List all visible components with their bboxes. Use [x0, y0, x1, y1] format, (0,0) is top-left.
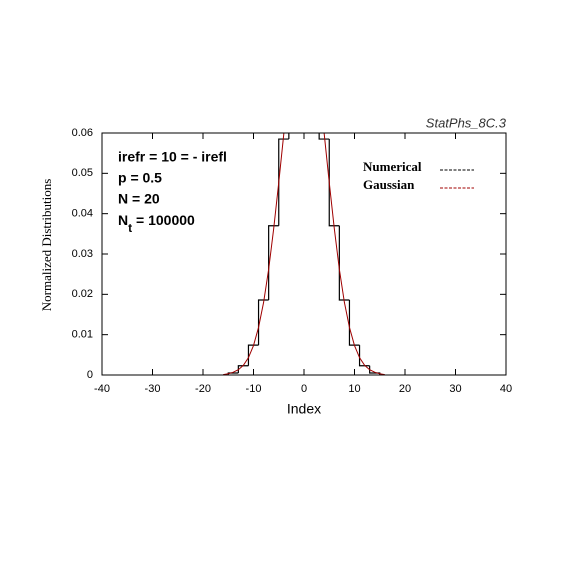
x-tick-label: -10: [246, 383, 262, 395]
chart-title: StatPhs_8C.3: [426, 115, 507, 130]
x-axis-label: Index: [287, 401, 321, 417]
y-tick-label: 0.04: [72, 208, 93, 220]
annotation: N = 20: [118, 191, 160, 207]
annotation-sub: t: [128, 221, 132, 235]
legend-label: Gaussian: [363, 177, 415, 192]
annotation-base: N: [118, 212, 128, 228]
x-tick-label: 20: [399, 383, 411, 395]
step-segment: [348, 299, 360, 346]
plot-series: [223, 133, 385, 375]
y-tick-label: 0: [87, 369, 93, 381]
y-tick-label: 0.03: [72, 248, 93, 260]
step-segment: [318, 133, 330, 140]
step-segment: [278, 138, 289, 226]
step-segment: [358, 345, 370, 367]
step-segment: [227, 372, 239, 375]
step-segment: [247, 344, 259, 366]
x-tick-label: 30: [449, 383, 461, 395]
x-tick-label: 40: [500, 383, 512, 395]
y-tick-label: 0.05: [72, 167, 93, 179]
y-tick-label: 0.06: [72, 127, 93, 139]
annotation-rest: = 100000: [132, 212, 195, 228]
y-axis-label: Normalized Distributions: [39, 179, 54, 312]
step-segment: [268, 225, 279, 300]
step-segment: [338, 225, 350, 301]
y-tick-label: 0.01: [72, 329, 93, 341]
step-segment: [237, 365, 249, 373]
x-tick-label: -30: [145, 383, 161, 395]
legend-label: Numerical: [363, 159, 422, 174]
annotation: p = 0.5: [118, 170, 162, 186]
x-tick-label: 0: [301, 383, 307, 395]
gaussian-line: [223, 133, 385, 375]
x-tick-label: -40: [94, 383, 110, 395]
annotation: irefr = 10 = - irefl: [118, 149, 227, 165]
y-tick-label: 0.02: [72, 288, 93, 300]
annotation: Nt = 100000: [118, 212, 195, 235]
step-segment: [257, 299, 269, 346]
step-segment: [328, 139, 340, 227]
x-tick-label: 10: [348, 383, 360, 395]
x-tick-label: -20: [195, 383, 211, 395]
